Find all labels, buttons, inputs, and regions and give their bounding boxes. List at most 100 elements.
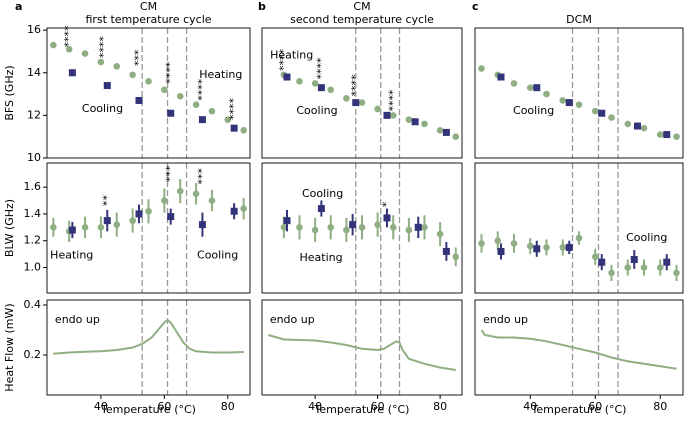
annotation: Cooling [302,187,343,200]
data-point [389,112,397,119]
panel-frame [474,162,684,294]
y-axis-label: BLW (GHz) [3,199,16,257]
data-point [452,133,460,140]
y-tick-label: 1.0 [24,261,42,274]
data-line [53,318,244,355]
data-point [497,73,505,81]
data-point [208,197,216,204]
panel-frame [261,27,463,159]
panel-title: second temperature cycle [290,13,434,26]
significance-stars: **** [164,61,177,84]
data-point [198,221,206,229]
x-axis-label: Temperature (°C) [314,403,410,416]
data-point [436,230,444,238]
data-point [311,80,319,87]
data-point [559,244,567,251]
data-point [663,131,671,139]
data-point [167,213,175,221]
panel-frame [261,299,463,396]
data-point [421,120,428,128]
data-point [161,86,168,94]
data-point [442,247,450,255]
data-point [208,107,216,115]
data-point [280,224,288,231]
y-tick-label: 16 [27,23,41,36]
panel-title: CM [353,0,370,13]
data-point [565,243,573,251]
data-line [480,329,677,370]
data-point [176,92,184,100]
data-point [192,190,200,198]
data-line [268,334,456,371]
data-point [240,205,247,212]
data-point [81,224,89,231]
data-point [327,86,335,94]
data-point [591,253,599,261]
data-point [113,63,121,70]
data-point [533,84,541,92]
data-point [113,221,121,228]
panel-frame [474,299,684,396]
data-point [526,242,534,250]
annotation: endo up [55,313,100,326]
data-point [65,46,73,53]
data-point [543,244,550,251]
data-point [389,224,397,231]
data-point [349,221,357,229]
data-point [283,217,291,225]
y-tick-label: 12 [27,108,41,121]
data-point [296,77,303,85]
significance-stars: *** [164,165,177,182]
data-point [591,107,599,115]
data-point [630,255,638,263]
panel-frame [46,162,251,294]
y-tick-label: 1.6 [24,180,42,193]
panel-label: b [258,0,266,13]
data-point [224,116,232,123]
panel-title: DCM [566,13,592,26]
y-tick-label: 14 [27,66,41,79]
annotation: Heating [50,248,93,261]
data-point [145,77,152,85]
x-tick-label: 60 [588,400,602,413]
data-point [283,73,291,81]
data-point [608,114,615,121]
y-tick-label: 1.2 [24,234,42,247]
y-tick-label: 10 [27,151,41,164]
panel-label: a [15,0,22,13]
annotation: endo up [270,313,315,326]
data-point [656,264,664,271]
y-tick-label: 0.2 [24,348,42,361]
data-point [598,109,606,117]
data-point [135,96,143,104]
annotation: Cooling [626,231,667,244]
data-point [135,210,143,218]
data-point [50,224,57,231]
significance-stars: **** [277,48,290,70]
data-point [565,99,573,107]
data-point [97,224,105,231]
data-point [81,50,89,57]
data-point [68,69,76,77]
y-axis-label: BFS (GHz) [3,65,16,120]
data-point [103,82,111,90]
data-point [494,237,502,245]
annotation: Cooling [82,102,123,115]
significance-stars: **** [62,25,75,48]
data-point [575,101,583,109]
significance-stars: *** [132,49,145,66]
annotation: Cooling [513,104,554,117]
y-axis-label: Heat Flow (mW) [3,303,16,391]
significance-stars: **** [349,74,362,97]
data-point [50,41,57,49]
x-tick-label: 80 [433,400,447,413]
data-point [161,197,168,204]
data-point [656,131,664,138]
data-point [673,269,680,277]
annotation: Heating [300,251,343,264]
y-tick-label: 0.4 [24,298,42,311]
data-point [145,207,152,215]
annotation: Heating [270,49,313,62]
panel-frame [46,27,251,159]
annotation: Cooling [197,248,238,261]
